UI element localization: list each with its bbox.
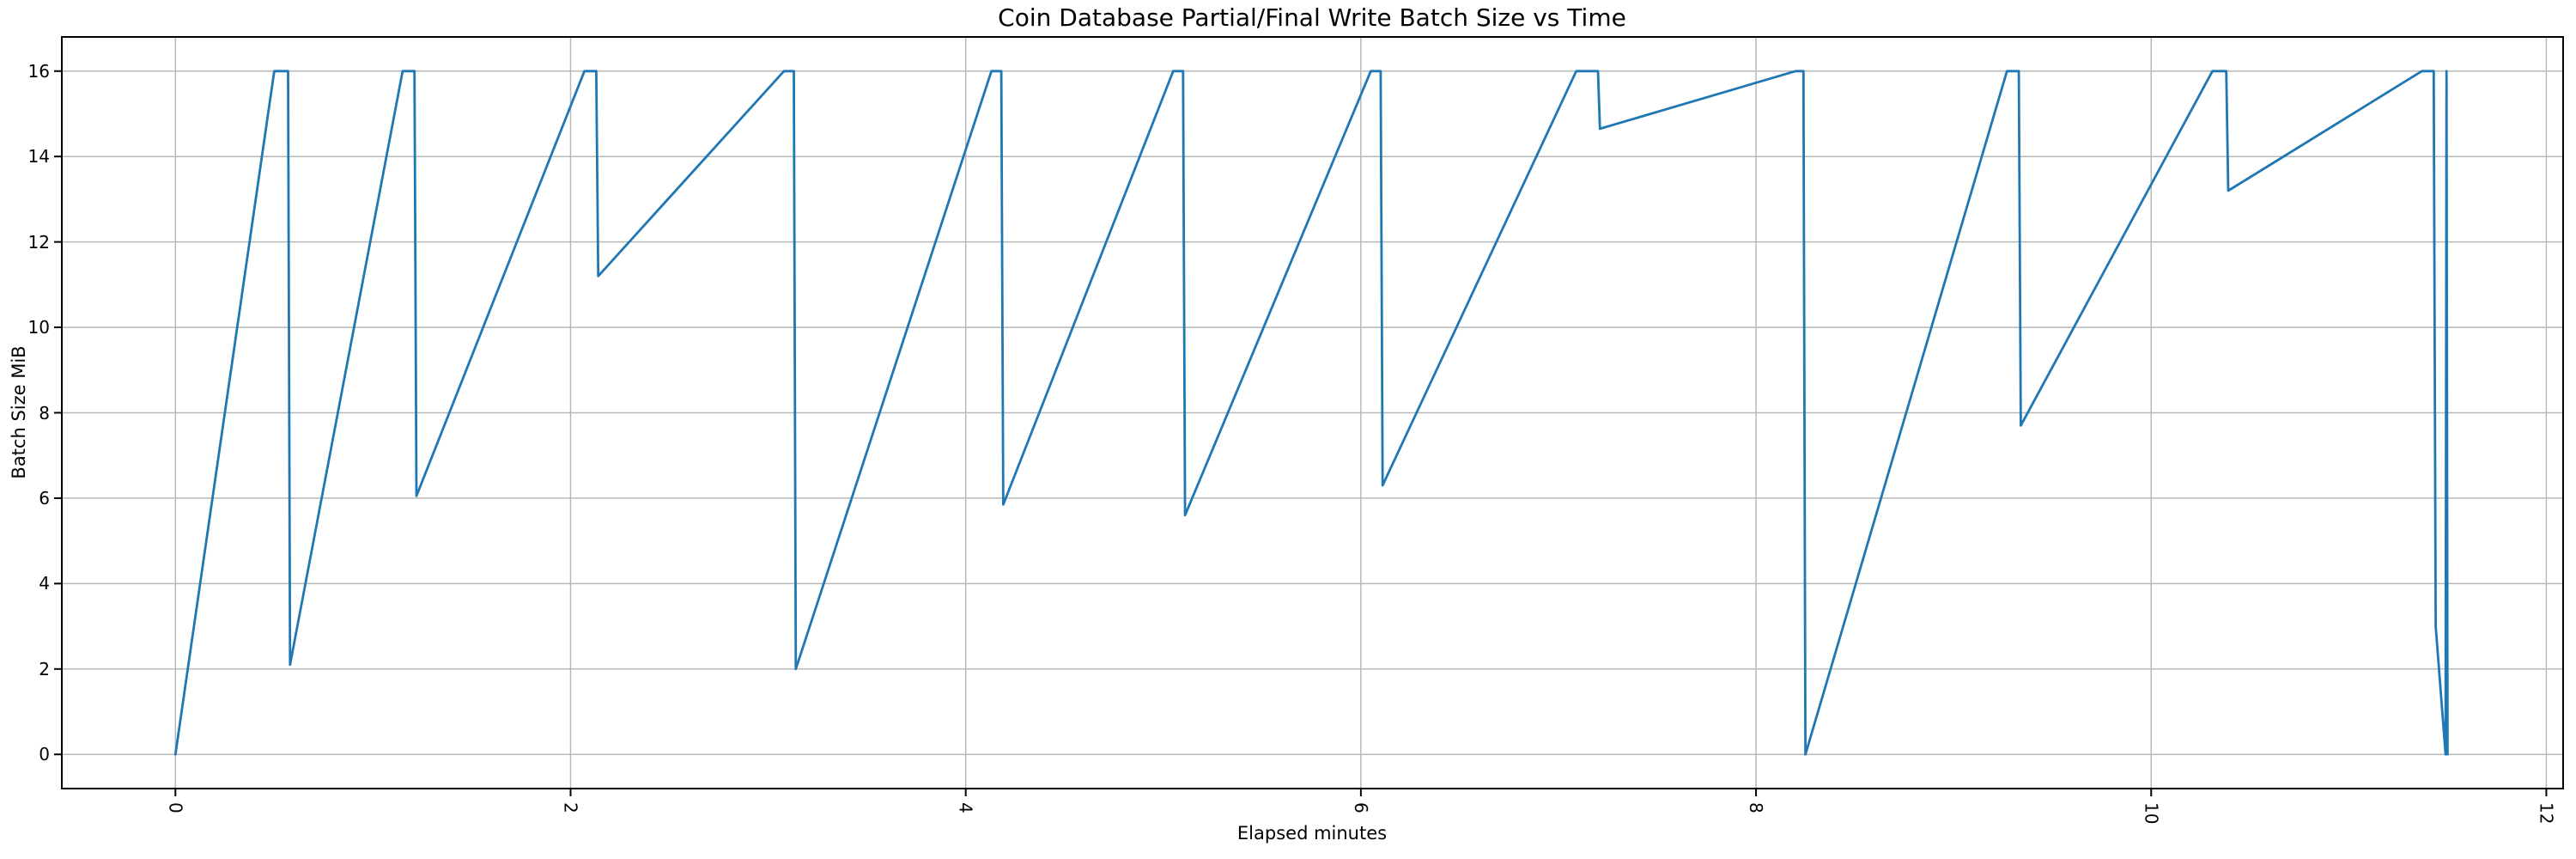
x-tick-label: 12 bbox=[2536, 802, 2557, 825]
y-axis-label: Batch Size MiB bbox=[9, 345, 29, 479]
x-tick-label: 8 bbox=[1746, 802, 1767, 813]
y-tick-label: 16 bbox=[27, 60, 50, 82]
y-tick-label: 4 bbox=[39, 573, 50, 594]
x-tick-label: 6 bbox=[1350, 802, 1371, 813]
y-tick-label: 8 bbox=[39, 402, 50, 423]
x-tick-label: 4 bbox=[955, 802, 976, 813]
chart-line-batch-size bbox=[173, 70, 2449, 756]
x-tick-label: 10 bbox=[2141, 802, 2162, 825]
x-axis-label: Elapsed minutes bbox=[1236, 823, 1388, 844]
y-tick-label: 2 bbox=[39, 658, 50, 679]
chart-title: Coin Database Partial/Final Write Batch … bbox=[998, 3, 1626, 32]
x-tick-label: 2 bbox=[560, 802, 581, 813]
x-tick-label: 0 bbox=[165, 802, 186, 813]
y-tick-label: 14 bbox=[27, 146, 50, 168]
y-tick-label: 0 bbox=[39, 744, 50, 765]
y-tick-label: 12 bbox=[27, 231, 50, 253]
y-tick-label: 10 bbox=[27, 317, 50, 338]
y-tick-label: 6 bbox=[39, 487, 50, 509]
